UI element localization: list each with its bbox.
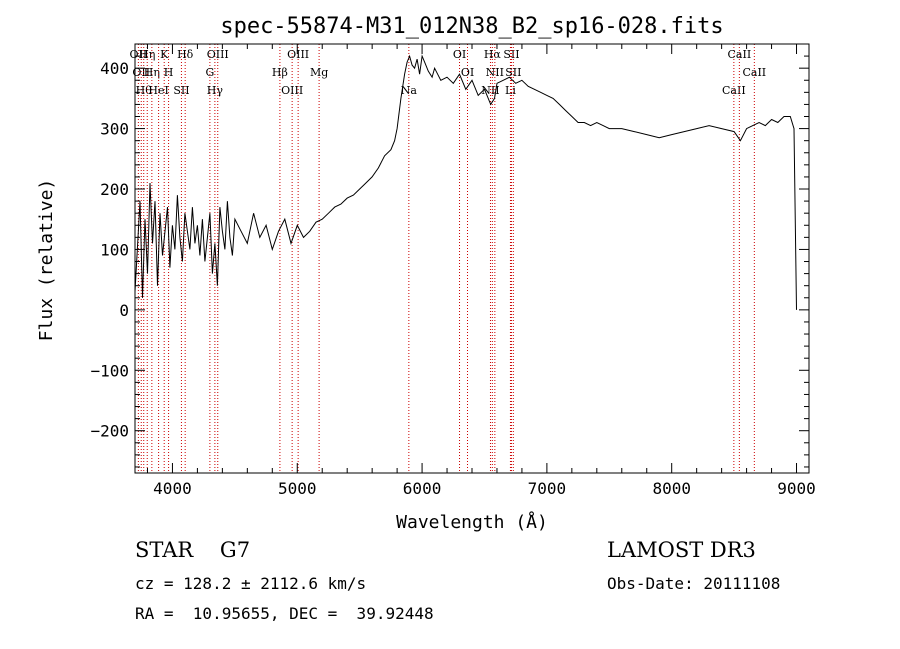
axis-ticks: 4000 5000 6000 7000 8000 9000 −200 −100 0 100 200 3… xyxy=(90,43,816,498)
line-marker-label: G xyxy=(205,66,214,79)
x-tick-label: 4000 xyxy=(153,479,192,498)
obs-date-label: Obs-Date: 20111108 xyxy=(607,574,781,593)
line-marker-label: OIII xyxy=(207,48,229,61)
x-tick-label: 5000 xyxy=(278,479,317,498)
plot-frame xyxy=(134,43,810,474)
line-marker-label: OI xyxy=(453,48,466,61)
y-tick-label: 200 xyxy=(100,180,129,199)
survey-label: LAMOST DR3 xyxy=(607,538,756,562)
y-tick-label: 100 xyxy=(100,240,129,259)
line-marker-label: OII xyxy=(132,66,150,79)
y-tick-label: 0 xyxy=(119,301,129,320)
spectrum-line-group xyxy=(134,54,797,310)
x-axis-label: Wavelength (Å) xyxy=(396,511,548,533)
line-marker-label: Hθ xyxy=(136,84,153,97)
y-tick-label: 300 xyxy=(100,120,129,139)
x-tick-label: 7000 xyxy=(528,479,567,498)
line-marker-label: SII xyxy=(173,84,189,97)
spectrum-line xyxy=(134,54,797,310)
line-marker-label: Li xyxy=(505,84,516,97)
line-marker-label: Hη xyxy=(139,48,155,61)
y-tick-label: −200 xyxy=(90,422,129,441)
line-marker-label: OIII xyxy=(281,84,303,97)
line-marker-label: H xyxy=(164,66,174,79)
class-label: STAR G7 xyxy=(135,538,251,562)
line-marker-label: OIII xyxy=(287,48,309,61)
line-marker-label: OII xyxy=(130,48,148,61)
line-marker-label: SII xyxy=(503,48,519,61)
line-marker-label: Mg xyxy=(310,66,328,79)
x-tick-label: 9000 xyxy=(777,479,816,498)
line-marker-label: Hγ xyxy=(207,84,224,97)
line-marker-label: SII xyxy=(505,66,521,79)
line-marker-label: K xyxy=(160,48,169,61)
y-tick-label: −100 xyxy=(90,361,129,380)
line-marker-label: CaII xyxy=(728,48,752,61)
coordinates-label: RA = 10.95655, DEC = 39.92448 xyxy=(135,604,434,623)
redshift-label: cz = 128.2 ± 2112.6 km/s xyxy=(135,574,367,593)
line-marker-label: CaII xyxy=(722,84,746,97)
line-marker-label: Hα xyxy=(484,48,502,61)
line-marker-label: Hβ xyxy=(272,66,288,79)
y-axis-label: Flux (relative) xyxy=(36,179,57,342)
line-marker-label: OI xyxy=(461,66,474,79)
line-markers: OIIOIIHθHηHηHeIKHSIIHδGHγOIIIHβOIIIOIIIM… xyxy=(130,44,766,473)
line-marker-label: NII xyxy=(486,66,504,79)
chart-title: spec-55874-M31_012N38_B2_sp16-028.fits xyxy=(220,14,723,39)
line-marker-label: Hη xyxy=(144,66,160,79)
x-tick-label: 8000 xyxy=(652,479,691,498)
line-marker-label: HeI xyxy=(148,84,168,97)
line-marker-label: Na xyxy=(401,84,418,97)
y-tick-label: 400 xyxy=(100,59,129,78)
x-tick-label: 6000 xyxy=(403,479,442,498)
line-marker-label: CaII xyxy=(742,66,766,79)
line-marker-label: Hδ xyxy=(177,48,194,61)
